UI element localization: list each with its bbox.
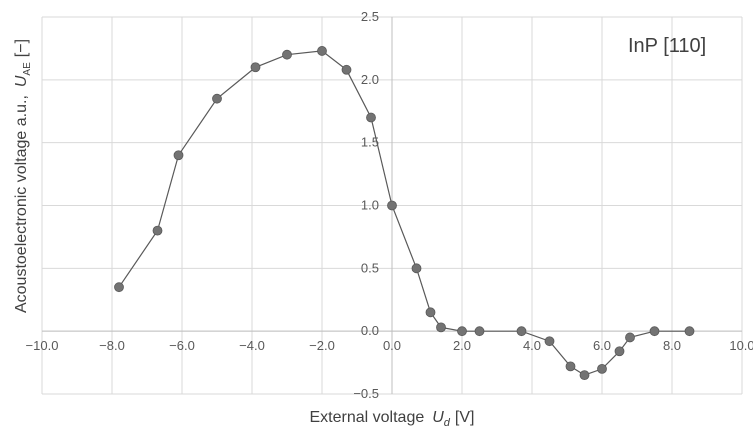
y-tick-label: 0.5	[361, 260, 379, 275]
y-tick-label: 0.0	[361, 323, 379, 338]
data-point	[387, 200, 397, 211]
data-point	[212, 93, 222, 104]
data-point	[341, 64, 352, 75]
x-tick-label: 4.0	[523, 338, 541, 353]
x-axis-label: External voltage Ud [V]	[310, 409, 475, 429]
data-point	[250, 62, 261, 73]
data-point	[425, 307, 436, 318]
data-point	[474, 326, 485, 337]
data-point	[684, 326, 695, 337]
y-axis-label-main: Acoustoelectronic voltage a.u.,	[13, 95, 30, 313]
y-tick-label: 2.0	[361, 72, 379, 87]
x-axis-label-symbol: U	[432, 409, 444, 426]
data-point	[516, 326, 527, 337]
x-tick-label: −8.0	[99, 338, 125, 353]
data-point	[597, 363, 607, 374]
data-point	[317, 46, 327, 56]
data-point	[436, 322, 446, 333]
data-point	[411, 263, 422, 274]
data-point	[614, 346, 625, 357]
x-tick-label: −2.0	[309, 338, 335, 353]
x-axis-label-main: External voltage	[310, 409, 425, 426]
series-line	[118, 50, 690, 376]
data-point	[457, 326, 467, 337]
tick-layer: −10.0 −8.0 −6.0 −4.0 −2.0 0.0 2.0 4.0 6.0 8.0 10.0…	[26, 9, 753, 401]
data-point	[565, 361, 576, 372]
x-tick-label: −6.0	[169, 338, 195, 353]
y-tick-label: −0.5	[353, 386, 379, 401]
x-tick-label: 2.0	[453, 338, 471, 353]
x-tick-label: −4.0	[239, 338, 265, 353]
x-axis-label-unit: [V]	[455, 409, 475, 426]
data-point	[366, 112, 376, 123]
series-layer	[114, 46, 695, 381]
y-axis-label: Acoustoelectronic voltage a.u., UAE [−]	[13, 39, 33, 313]
y-axis-label-symbol: U	[13, 75, 30, 87]
x-tick-label: 0.0	[383, 338, 401, 353]
x-tick-label: 10.0	[729, 338, 753, 353]
data-point	[114, 282, 124, 293]
y-tick-label: 2.5	[361, 9, 379, 24]
x-tick-label: 6.0	[593, 338, 611, 353]
data-point	[544, 336, 555, 347]
x-tick-label: −10.0	[26, 338, 59, 353]
data-point	[649, 326, 660, 337]
data-point	[625, 332, 635, 343]
y-tick-label: 1.0	[361, 198, 379, 213]
annotation: InP [110]	[628, 35, 706, 57]
data-point	[152, 225, 163, 236]
data-point	[173, 150, 184, 161]
data-point	[282, 49, 292, 60]
y-tick-label: 1.5	[361, 135, 379, 150]
x-axis-label-subscript: d	[444, 417, 451, 429]
x-tick-label: 8.0	[663, 338, 681, 353]
y-axis-label-subscript: AE	[22, 62, 33, 76]
y-axis-label-unit: [−]	[13, 39, 30, 57]
data-point	[579, 370, 590, 381]
